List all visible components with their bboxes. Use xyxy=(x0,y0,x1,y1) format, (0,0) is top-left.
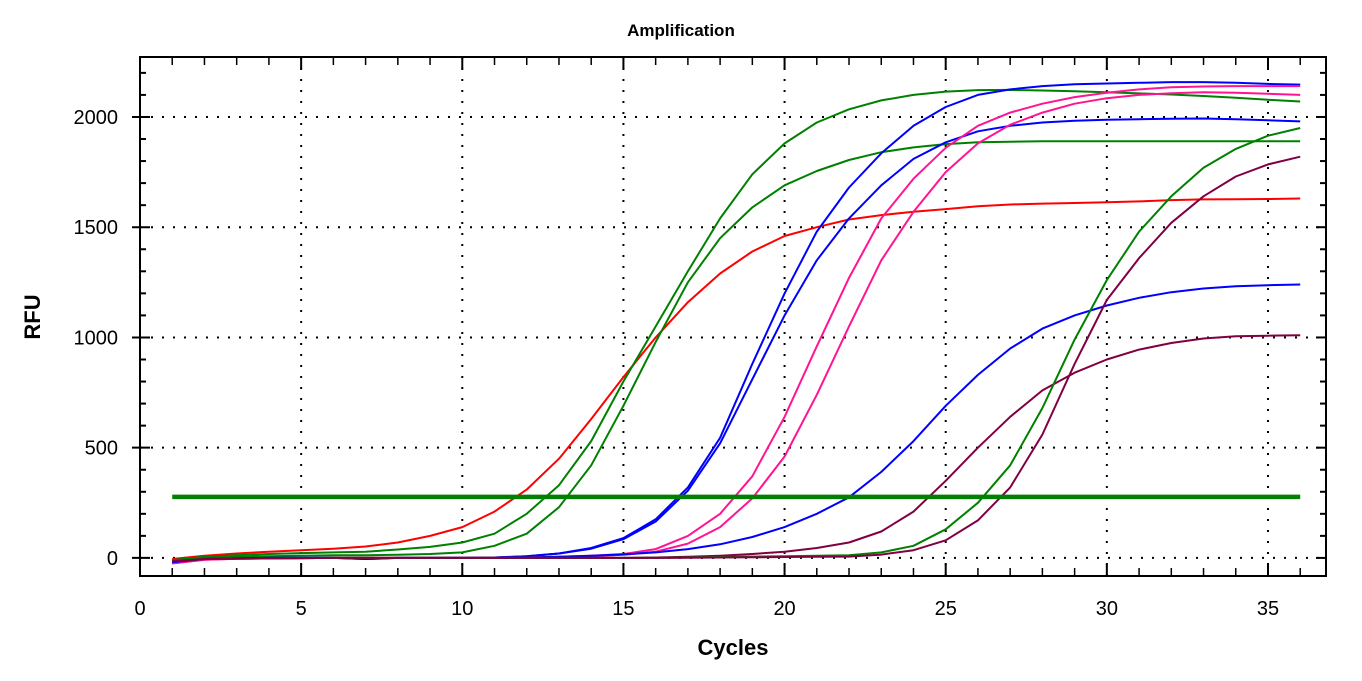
series-group xyxy=(172,81,1301,565)
tick-labels: 0 5 10 15 20 25 30 35 0 500 1000 1500 2000 xyxy=(74,107,1280,620)
x-tick-label: 10 xyxy=(451,598,473,620)
x-tick-label: 25 xyxy=(935,598,957,620)
y-tick-label: 0 xyxy=(107,548,118,570)
series-line-pink-1 xyxy=(172,85,1301,565)
series-line-pink-2 xyxy=(172,91,1301,565)
y-tick-label: 1500 xyxy=(74,217,119,239)
series-line-green-2 xyxy=(172,140,1301,563)
y-tick-label: 2000 xyxy=(74,107,119,129)
x-tick-label: 20 xyxy=(773,598,795,620)
series-line-green-1 xyxy=(172,88,1301,562)
series-line-red-1 xyxy=(172,197,1301,560)
x-tick-label: 35 xyxy=(1257,598,1279,620)
chart-title: Amplification xyxy=(627,21,735,40)
plot-frame xyxy=(139,56,1327,577)
series-line-maroon-2 xyxy=(172,155,1301,563)
x-tick-label: 30 xyxy=(1096,598,1118,620)
y-tick-label: 1000 xyxy=(74,327,119,349)
y-tick-label: 500 xyxy=(85,438,118,460)
x-tick-label: 15 xyxy=(612,598,634,620)
x-tick-label: 0 xyxy=(134,598,145,620)
x-axis-label: Cycles xyxy=(698,635,769,660)
series-line-blue-1 xyxy=(172,81,1301,564)
series-line-blue-3 xyxy=(172,283,1301,564)
x-tick-label: 5 xyxy=(296,598,307,620)
y-axis-label: RFU xyxy=(20,294,45,339)
